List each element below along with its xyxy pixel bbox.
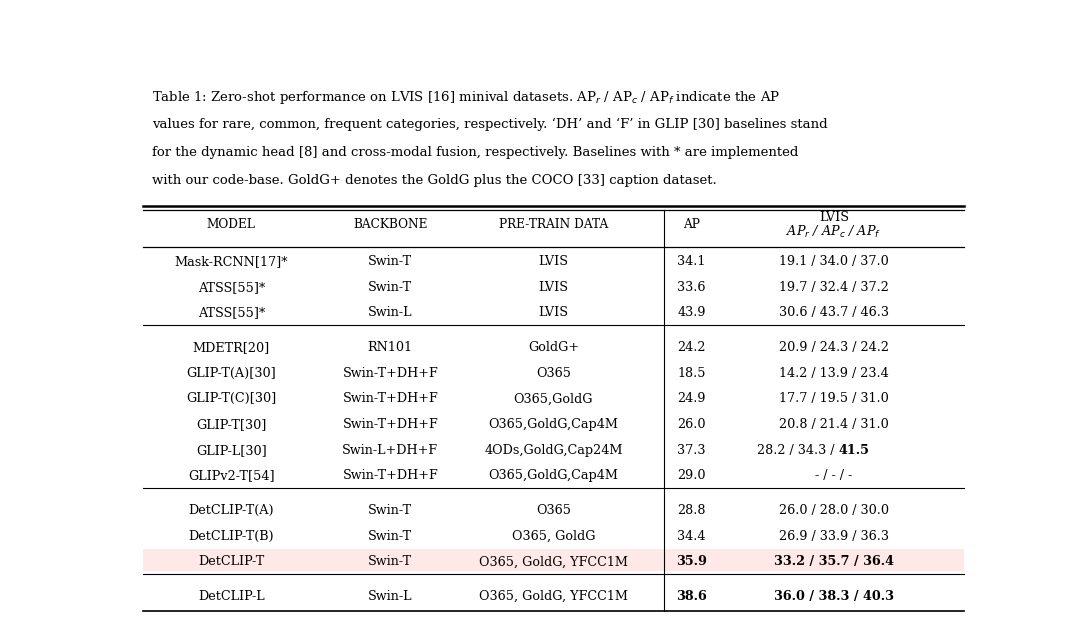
Text: Swin-T: Swin-T <box>368 281 413 293</box>
Text: 35.9: 35.9 <box>676 555 707 568</box>
Text: GLIP-T[30]: GLIP-T[30] <box>197 418 267 431</box>
Text: Swin-T+DH+F: Swin-T+DH+F <box>342 469 438 483</box>
Text: 37.3: 37.3 <box>677 444 706 456</box>
Text: DetCLIP-T: DetCLIP-T <box>198 555 265 568</box>
Text: Swin-L+DH+F: Swin-L+DH+F <box>342 444 438 456</box>
Text: 20.8 / 21.4 / 31.0: 20.8 / 21.4 / 31.0 <box>779 418 889 431</box>
Text: Swin-T: Swin-T <box>368 504 413 517</box>
Text: MODEL: MODEL <box>206 218 256 231</box>
Text: Swin-L: Swin-L <box>368 306 413 319</box>
Text: GLIPv2-T[54]: GLIPv2-T[54] <box>188 469 274 483</box>
Text: 29.0: 29.0 <box>677 469 706 483</box>
Text: DetCLIP-T(B): DetCLIP-T(B) <box>188 530 274 542</box>
Text: Swin-T+DH+F: Swin-T+DH+F <box>342 418 438 431</box>
Text: GLIP-T(A)[30]: GLIP-T(A)[30] <box>187 367 276 379</box>
Text: 26.9 / 33.9 / 36.3: 26.9 / 33.9 / 36.3 <box>779 530 889 542</box>
Text: ATSS[55]*: ATSS[55]* <box>198 306 265 319</box>
Text: for the dynamic head [8] and cross-modal fusion, respectively. Baselines with * : for the dynamic head [8] and cross-modal… <box>151 146 798 159</box>
Text: 34.4: 34.4 <box>677 530 706 542</box>
Text: 17.7 / 19.5 / 31.0: 17.7 / 19.5 / 31.0 <box>779 392 889 405</box>
Text: MDETR[20]: MDETR[20] <box>192 341 270 354</box>
Text: O365, GoldG, YFCC1M: O365, GoldG, YFCC1M <box>480 555 627 568</box>
Text: Swin-T+DH+F: Swin-T+DH+F <box>342 367 438 379</box>
Text: Swin-T+DH+F: Swin-T+DH+F <box>342 392 438 405</box>
Text: O365, GoldG: O365, GoldG <box>512 530 595 542</box>
Text: 38.6: 38.6 <box>676 590 707 603</box>
Text: DetCLIP-L: DetCLIP-L <box>198 590 265 603</box>
Text: 26.0 / 28.0 / 30.0: 26.0 / 28.0 / 30.0 <box>779 504 889 517</box>
Text: 20.9 / 24.3 / 24.2: 20.9 / 24.3 / 24.2 <box>779 341 889 354</box>
Text: LVIS: LVIS <box>539 281 568 293</box>
Text: AP$_r$ / AP$_c$ / AP$_f$: AP$_r$ / AP$_c$ / AP$_f$ <box>786 224 881 240</box>
Text: 24.2: 24.2 <box>677 341 706 354</box>
Text: Swin-T: Swin-T <box>368 255 413 268</box>
Text: 19.7 / 32.4 / 37.2: 19.7 / 32.4 / 37.2 <box>779 281 889 293</box>
Text: 24.9: 24.9 <box>677 392 706 405</box>
Text: 41.5: 41.5 <box>838 444 869 456</box>
Text: 30.6 / 43.7 / 46.3: 30.6 / 43.7 / 46.3 <box>779 306 889 319</box>
Text: GoldG+: GoldG+ <box>528 341 579 354</box>
Text: 26.0: 26.0 <box>677 418 706 431</box>
Text: DetCLIP-T(A): DetCLIP-T(A) <box>188 504 274 517</box>
Text: with our code-base. GoldG+ denotes the GoldG plus the COCO [33] caption dataset.: with our code-base. GoldG+ denotes the G… <box>151 174 716 187</box>
Text: 18.5: 18.5 <box>677 367 706 379</box>
FancyBboxPatch shape <box>144 584 963 609</box>
Text: BACKBONE: BACKBONE <box>353 218 428 231</box>
Text: 14.2 / 13.9 / 23.4: 14.2 / 13.9 / 23.4 <box>779 367 889 379</box>
Text: 33.6: 33.6 <box>677 281 706 293</box>
Text: 33.2 / 35.7 / 36.4: 33.2 / 35.7 / 36.4 <box>774 555 894 568</box>
Text: 19.1 / 34.0 / 37.0: 19.1 / 34.0 / 37.0 <box>779 255 889 268</box>
Text: LVIS: LVIS <box>539 306 568 319</box>
Text: Swin-T: Swin-T <box>368 555 413 568</box>
Text: Swin-L: Swin-L <box>368 590 413 603</box>
Text: O365: O365 <box>536 504 571 517</box>
Text: Swin-T: Swin-T <box>368 530 413 542</box>
Text: 28.8: 28.8 <box>677 504 706 517</box>
Text: 34.1: 34.1 <box>677 255 706 268</box>
Text: RN101: RN101 <box>368 341 413 354</box>
Text: Table 1: Zero-shot performance on LVIS [16] minival datasets. AP$_r$ / AP$_c$ / : Table 1: Zero-shot performance on LVIS [… <box>151 89 780 107</box>
Text: - / - / -: - / - / - <box>815 469 852 483</box>
Text: values for rare, common, frequent categories, respectively. ‘DH’ and ‘F’ in GLIP: values for rare, common, frequent catego… <box>151 117 827 131</box>
Text: 4ODs,GoldG,Cap24M: 4ODs,GoldG,Cap24M <box>484 444 623 456</box>
FancyBboxPatch shape <box>144 549 963 575</box>
Text: 36.0 / 38.3 / 40.3: 36.0 / 38.3 / 40.3 <box>774 590 894 603</box>
Text: AP: AP <box>684 218 700 231</box>
Text: GLIP-T(C)[30]: GLIP-T(C)[30] <box>186 392 276 405</box>
Text: LVIS: LVIS <box>539 255 568 268</box>
Text: 43.9: 43.9 <box>677 306 706 319</box>
Text: ATSS[55]*: ATSS[55]* <box>198 281 265 293</box>
Text: Mask-RCNN[17]*: Mask-RCNN[17]* <box>175 255 288 268</box>
Text: O365,GoldG: O365,GoldG <box>514 392 593 405</box>
Text: 28.2 / 34.3 /: 28.2 / 34.3 / <box>757 444 838 456</box>
Text: O365: O365 <box>536 367 571 379</box>
Text: O365,GoldG,Cap4M: O365,GoldG,Cap4M <box>488 418 619 431</box>
Text: PRE-TRAIN DATA: PRE-TRAIN DATA <box>499 218 608 231</box>
Text: O365, GoldG, YFCC1M: O365, GoldG, YFCC1M <box>480 590 627 603</box>
Text: LVIS: LVIS <box>819 211 849 224</box>
Text: O365,GoldG,Cap4M: O365,GoldG,Cap4M <box>488 469 619 483</box>
Text: GLIP-L[30]: GLIP-L[30] <box>195 444 267 456</box>
